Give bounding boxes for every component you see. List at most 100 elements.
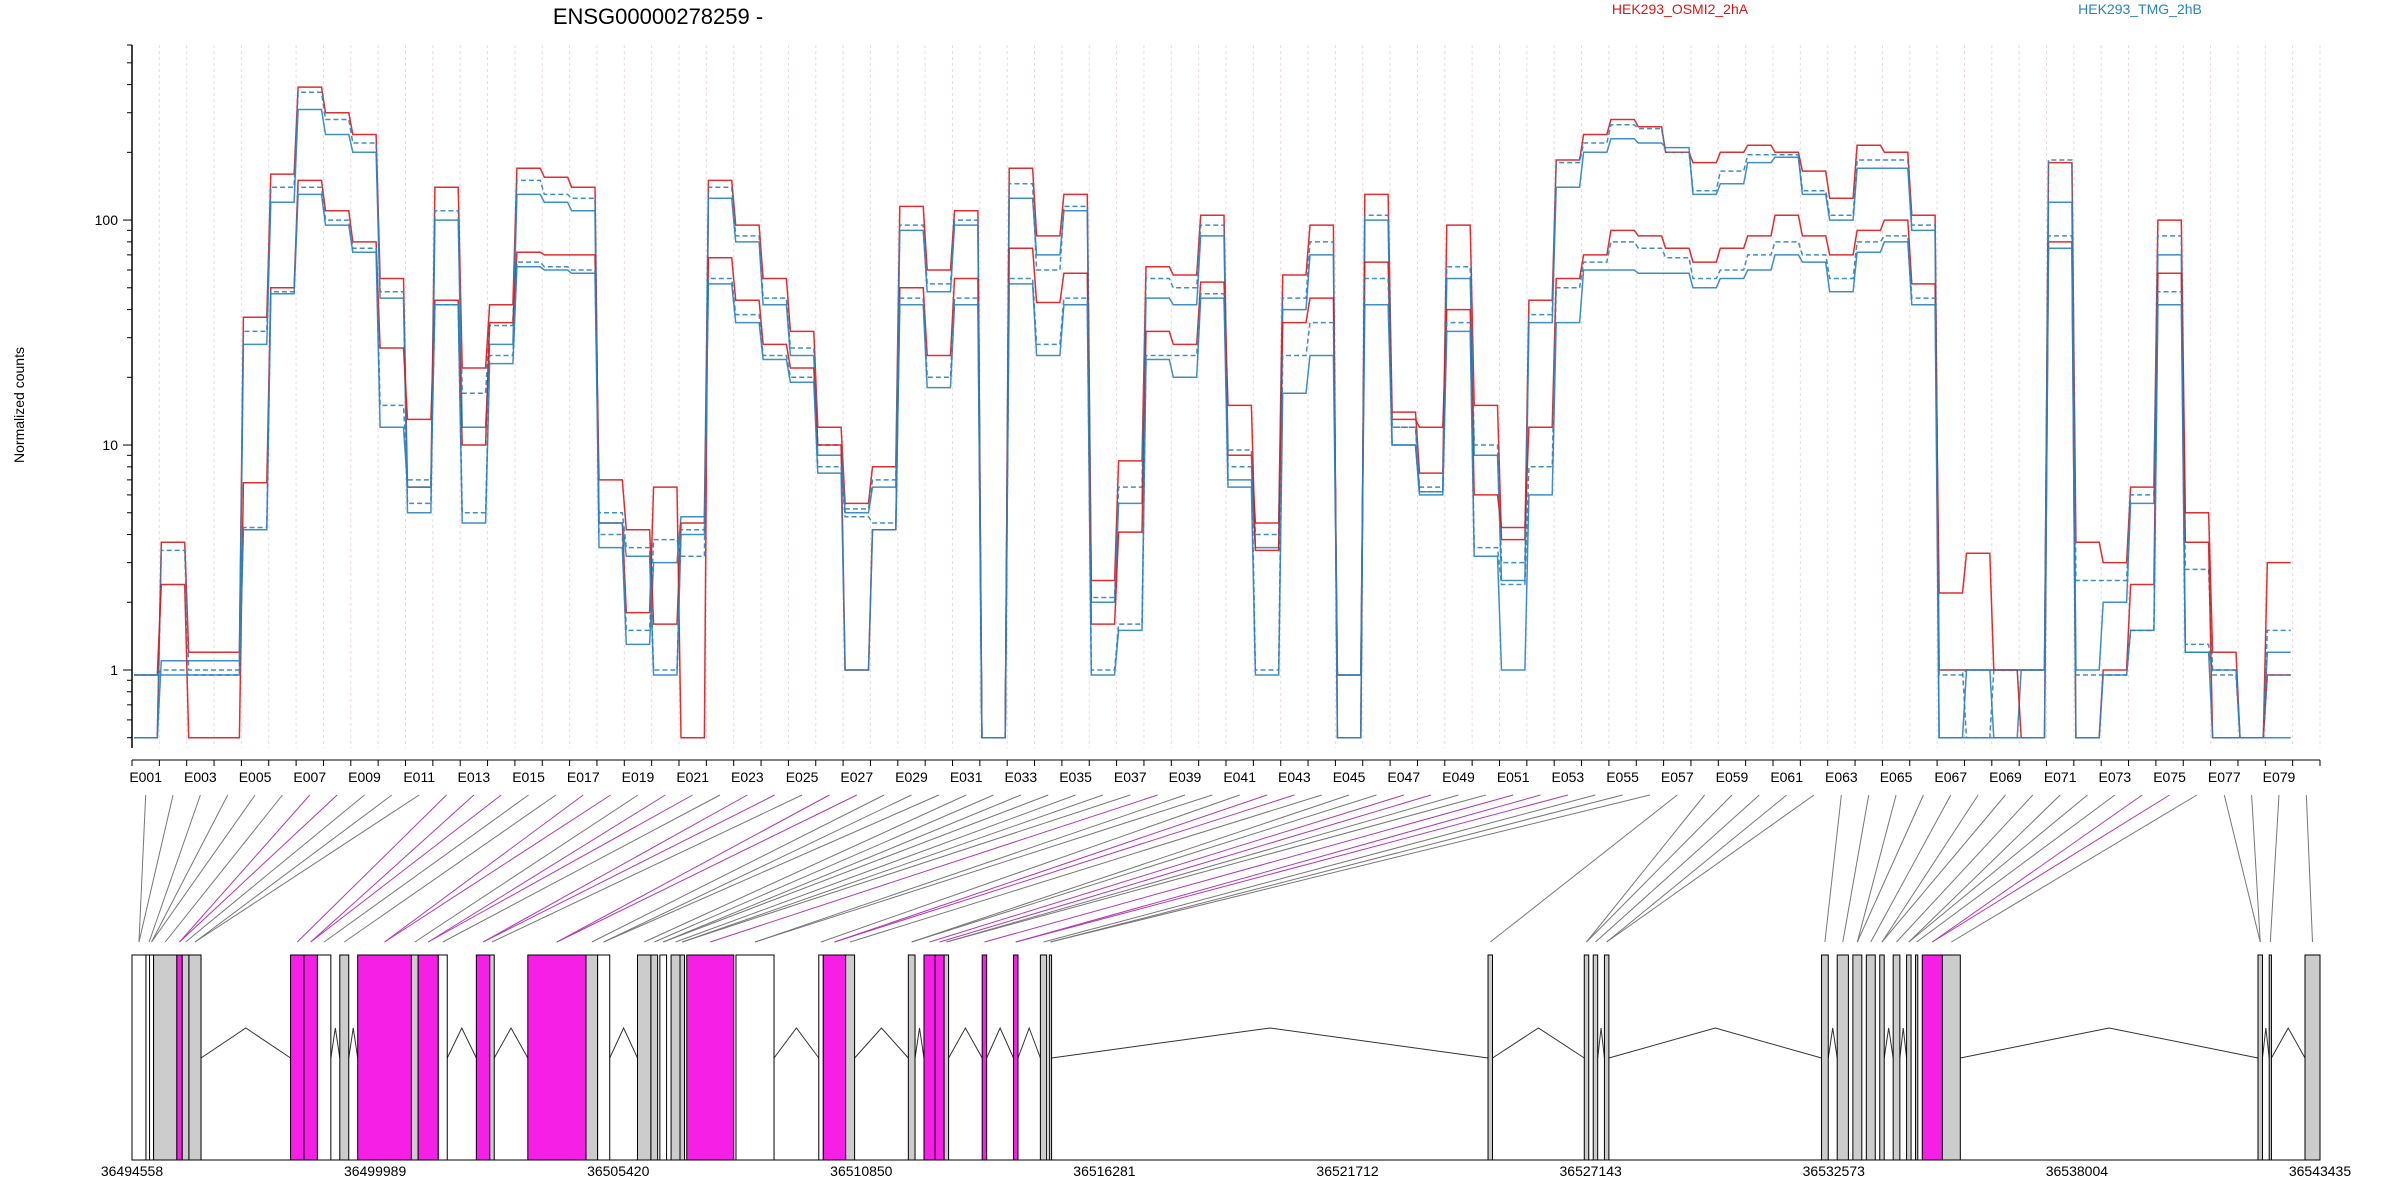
legend-label-tmg: HEK293_TMG_2hB (2078, 1, 2202, 17)
x-tick-label: E027 (840, 769, 873, 785)
exon-connector (414, 794, 639, 943)
x-tick-label: E017 (567, 769, 600, 785)
exon-connector (911, 794, 1350, 943)
exon-connector (603, 794, 912, 943)
exon-connector (148, 794, 201, 943)
x-tick-label: E053 (1552, 769, 1585, 785)
exon-box (1821, 954, 1829, 1161)
intron-line (914, 1027, 925, 1059)
x-tick-label: E073 (2099, 769, 2132, 785)
exon-connector (194, 794, 393, 943)
genomic-tick-label: 36538004 (2046, 1163, 2109, 1179)
exon-connector (1881, 794, 1979, 943)
y-axis-label: Normalized counts (11, 347, 27, 463)
x-tick-label: E031 (950, 769, 983, 785)
exon-connector (603, 794, 940, 943)
exon-box (1013, 954, 1019, 1161)
genomic-tick-label: 36521712 (1316, 1163, 1379, 1179)
exon-box (527, 954, 587, 1161)
exon-box (659, 954, 668, 1161)
exon-box (686, 954, 735, 1161)
exon-connector (2223, 794, 2261, 943)
genomic-tick-label: 36527143 (1560, 1163, 1623, 1179)
expression-lines (134, 86, 2291, 739)
exon-connector (754, 794, 1213, 943)
exon-connector (151, 794, 256, 943)
x-tick-label: E037 (1114, 769, 1147, 785)
intron-line (1017, 1026, 1041, 1059)
exon-connector (1856, 794, 1897, 943)
exon-connector-lines (138, 794, 2314, 943)
exon-box (357, 954, 412, 1161)
x-tick-label: E003 (184, 769, 217, 785)
x-tick-label: E041 (1223, 769, 1256, 785)
exon-connector (323, 794, 529, 943)
exon-box (181, 954, 190, 1161)
exon-connector (754, 794, 1186, 943)
exon-connector (138, 794, 174, 943)
exon-box (923, 954, 936, 1161)
exon-connector (1951, 794, 2198, 943)
x-tick-label: E029 (895, 769, 928, 785)
x-tick-label: E061 (1770, 769, 1803, 785)
intron-line (1597, 1027, 1605, 1059)
exon-connector (1015, 794, 1569, 943)
x-tick-label: E023 (731, 769, 764, 785)
exon-connector (179, 794, 338, 943)
exon-box (1048, 954, 1053, 1161)
series-line (134, 179, 2291, 739)
exon-connector (663, 794, 1022, 943)
exon-box (981, 954, 988, 1161)
exon-connector (682, 794, 1131, 943)
exon-connector (185, 794, 365, 943)
exon-connector (1842, 794, 1870, 943)
exon-box (1583, 954, 1590, 1161)
exon-box (679, 954, 685, 1161)
exon-connector (296, 794, 447, 943)
exon-connector (682, 794, 1104, 943)
x-tick-label: E035 (1059, 769, 1092, 785)
exon-box (475, 954, 491, 1161)
x-tick-label: E019 (622, 769, 655, 785)
exon-box (1592, 954, 1599, 1161)
exon-box (1487, 954, 1494, 1161)
x-tick-label: E015 (512, 769, 545, 785)
x-tick-label: E047 (1387, 769, 1420, 785)
exon-box (907, 954, 916, 1161)
x-tick-label: E075 (2153, 769, 2186, 785)
exon-connector (1896, 794, 2034, 943)
exon-connector (1881, 794, 2006, 943)
x-tick-label: E079 (2263, 769, 2296, 785)
exon-box (437, 954, 448, 1161)
intron-line (1608, 1027, 1822, 1059)
x-tick-label: E067 (1934, 769, 1967, 785)
intron-line (446, 1026, 477, 1059)
exon-connector (1586, 794, 1733, 943)
intron-line (330, 1027, 341, 1059)
genomic-tick-label: 36543435 (2289, 1163, 2352, 1179)
exon-box (934, 954, 945, 1161)
exon-connector (556, 794, 830, 943)
series-line (134, 108, 2291, 739)
exon-box (1603, 954, 1610, 1161)
exon-connector (834, 794, 1295, 943)
exon-box (417, 954, 439, 1161)
x-tick-label: E071 (2044, 769, 2077, 785)
exon-box (670, 954, 681, 1161)
exon-connector (849, 794, 1322, 943)
exon-box (188, 954, 202, 1161)
x-tick-label: E009 (348, 769, 381, 785)
exon-connector (384, 794, 611, 943)
exon-box (1906, 954, 1912, 1161)
exon-axis: E001 E003 E005 E007 E009 E011 E013 E015 E017 E019… (129, 759, 2321, 785)
intron-line (1883, 1027, 1894, 1059)
genomic-coordinate-axis: 36494558 36499989 36505420 36510850 36516281… (101, 1159, 2352, 1179)
exon-connector (675, 794, 1076, 943)
exon-box (2268, 954, 2272, 1161)
exon-connector (643, 794, 967, 943)
exon-connector (654, 794, 994, 943)
exon-box (650, 954, 659, 1161)
exon-connector (1050, 794, 1623, 943)
exon-connector (194, 794, 420, 943)
exon-box (176, 954, 183, 1161)
